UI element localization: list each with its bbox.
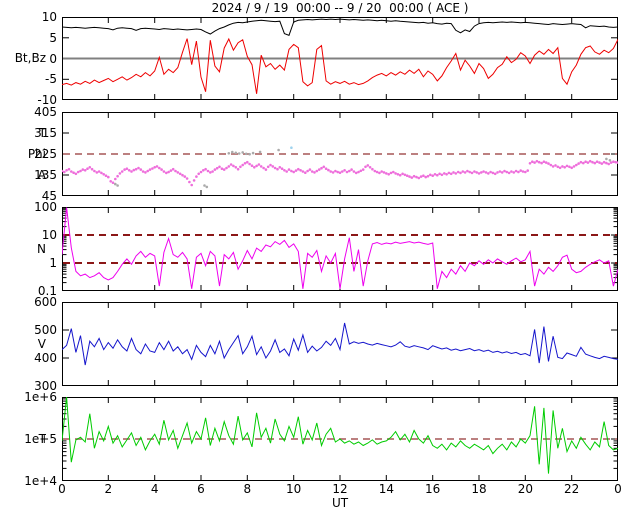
- y-tick-label: 0.1: [37, 284, 57, 298]
- phi-canvas: [62, 112, 618, 196]
- y-tick-label: 10: [41, 10, 57, 24]
- caption-phi: Phi: [27, 147, 46, 161]
- y-tick-label: 10: [41, 228, 57, 242]
- caption-phi-toward: T: [38, 126, 46, 140]
- x-tick-label: 18: [471, 482, 487, 496]
- panel-t: [62, 397, 618, 481]
- x-tick-label: 0: [614, 482, 622, 496]
- x-tick-label: 20: [517, 482, 533, 496]
- y-tick-label: 45: [41, 189, 57, 203]
- n-canvas: [62, 207, 618, 291]
- y-tick-label: 1e+5: [24, 432, 57, 446]
- y-tick-label: -5: [45, 72, 57, 87]
- caption-phi-away: A: [37, 168, 46, 182]
- Bt-line: [62, 18, 618, 36]
- panel-bt-bz: [62, 17, 618, 100]
- x-tick-label: 10: [286, 482, 302, 496]
- y-tick-label: 225: [34, 147, 57, 161]
- caption-speed: V: [37, 337, 46, 351]
- y-tick-label: 315: [34, 126, 57, 140]
- caption-density: N: [37, 242, 46, 256]
- T-line: [62, 397, 618, 474]
- N-line: [62, 207, 618, 289]
- v-canvas: [62, 302, 618, 386]
- x-tick-label: 2: [104, 482, 113, 496]
- y-tick-label: 405: [34, 105, 57, 119]
- Bz-line: [62, 37, 618, 94]
- y-tick-label: 100: [34, 200, 57, 214]
- x-tick-label: 0: [58, 482, 66, 496]
- x-tick-label: 6: [197, 482, 205, 496]
- Phi-dots: [62, 159, 618, 187]
- panel-v: [62, 302, 618, 386]
- y-tick-label: 1: [49, 256, 57, 270]
- y-tick-label: 400: [34, 351, 57, 365]
- bt-bz-canvas: [62, 17, 618, 100]
- y-tick-label: 300: [34, 379, 57, 393]
- y-tick-label: 1e+6: [24, 390, 57, 404]
- x-tick-label: 22: [564, 482, 580, 496]
- Phi-secondary-dots: [114, 148, 612, 189]
- x-tick-label: 12: [332, 482, 348, 496]
- x-tick-label: 4: [150, 482, 159, 496]
- plot-title: 2024 / 9 / 19 00:00 -- 9 / 20 00:00 ( AC…: [211, 1, 469, 15]
- x-tick-label: 16: [425, 482, 441, 496]
- caption-temperature: T: [38, 432, 46, 446]
- y-tick-label: 0: [49, 51, 57, 66]
- panel-phi: [62, 112, 618, 196]
- x-tick-label: 8: [243, 482, 252, 496]
- x-tick-label: 14: [378, 482, 394, 496]
- Phi-flag-dots: [290, 146, 293, 149]
- t-canvas: [62, 397, 618, 481]
- y-tick-label: 500: [34, 323, 57, 337]
- V-line: [62, 322, 618, 366]
- y-tick-label: -10: [37, 93, 57, 107]
- y-tick-label: 600: [34, 295, 57, 309]
- caption-bt-bz: Bt,Bz: [14, 51, 46, 65]
- y-tick-label: 1e+4: [24, 474, 57, 488]
- x-axis-label: UT: [331, 496, 349, 510]
- panel-n: [62, 207, 618, 291]
- y-tick-label: 5: [49, 30, 57, 45]
- y-tick-label: 135: [34, 168, 57, 182]
